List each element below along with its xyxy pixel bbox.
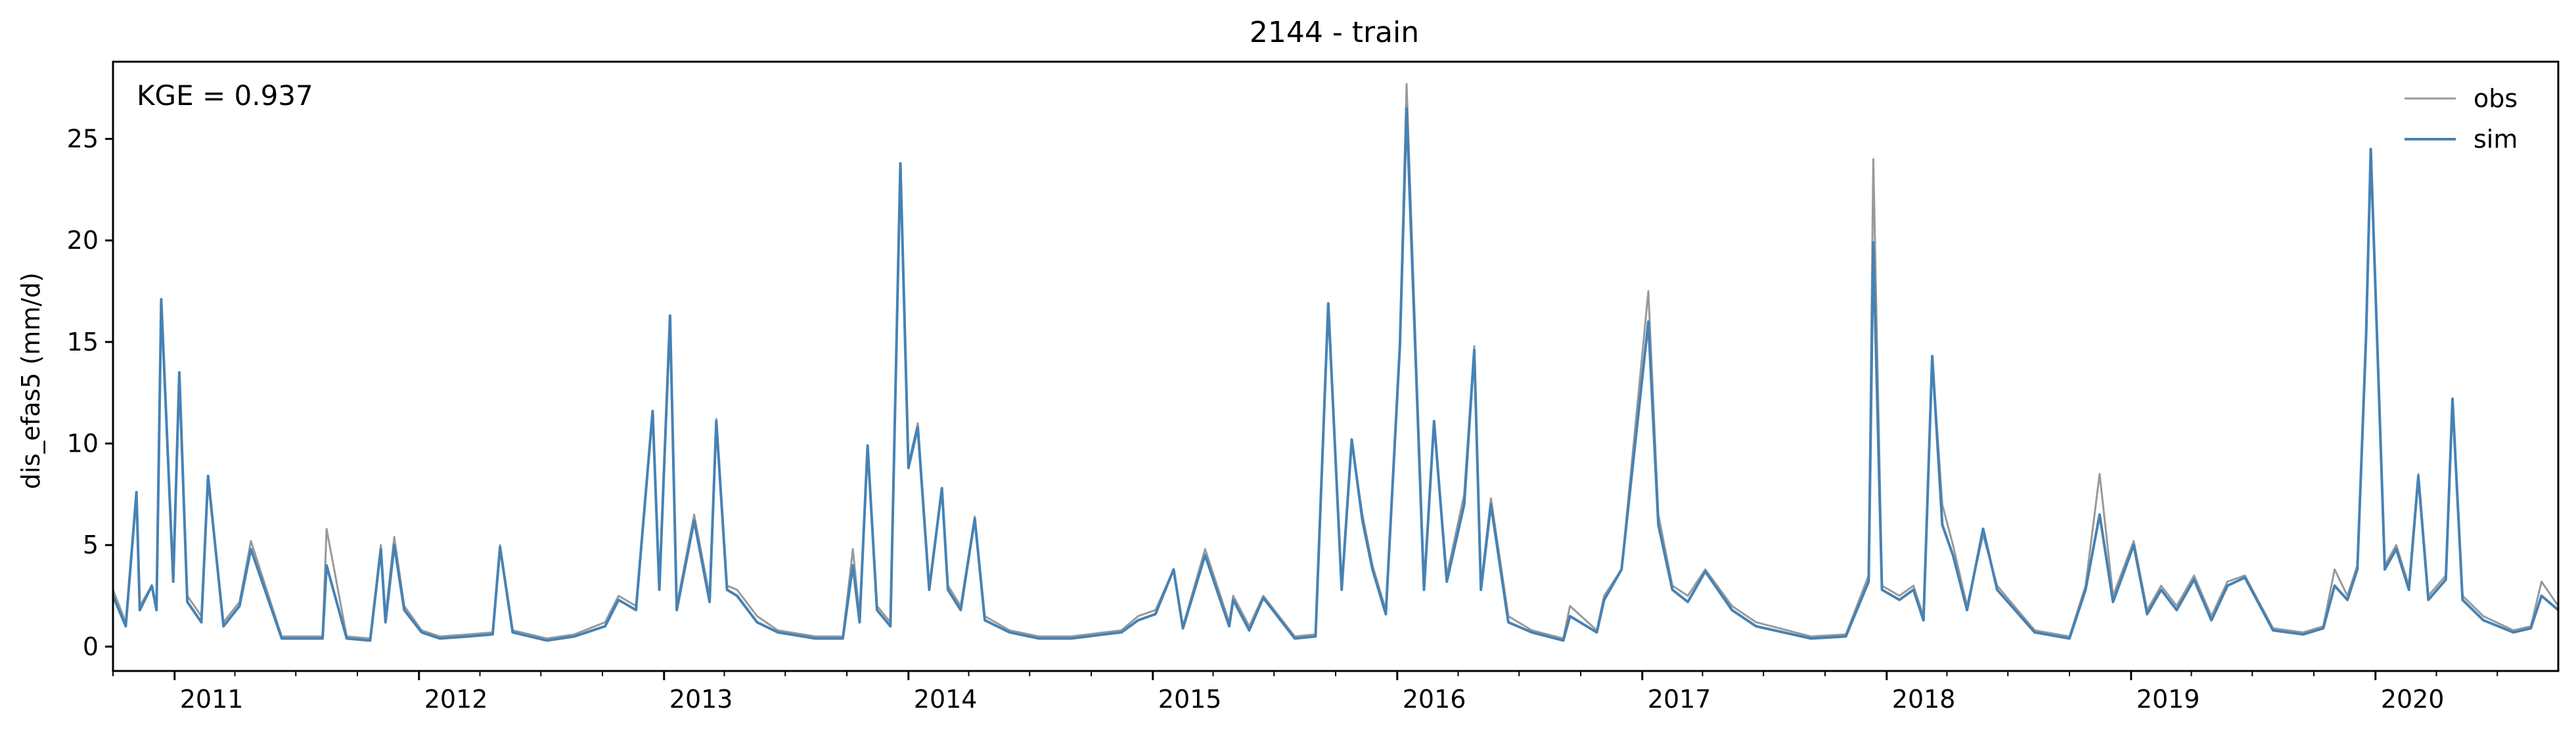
legend-label-obs: obs [2474,84,2518,113]
x-tick-label: 2017 [1648,685,1711,714]
x-tick-label: 2019 [2136,685,2200,714]
legend-label-sim: sim [2474,125,2518,154]
y-tick-label: 20 [67,226,99,255]
y-axis-label: dis_efas5 (mm/d) [16,272,45,489]
kge-annotation: KGE = 0.937 [137,79,313,112]
plot-marks [112,83,2560,642]
x-tick-label: 2011 [180,685,244,714]
x-tick-label: 2015 [1158,685,1222,714]
y-tick-label: 25 [67,125,99,154]
x-axis-ticks: 2011 2012 2013 2014 2015 2016 2017 2018 2019 2020 [112,671,2498,714]
series-line-sim [112,107,2560,642]
y-tick-label: 5 [83,530,99,559]
y-tick-label: 0 [83,632,99,661]
y-tick-label: 15 [67,328,99,356]
series-line-obs [112,83,2560,639]
legend: obs sim [2405,84,2518,154]
x-tick-label: 2016 [1403,685,1466,714]
plot-frame [112,60,2560,672]
chart-title: 2144 - train [1250,16,1419,49]
x-tick-label: 2018 [1892,685,1956,714]
y-tick-label: 10 [67,429,99,458]
x-tick-label: 2020 [2381,685,2445,714]
x-tick-label: 2013 [669,685,733,714]
y-axis-ticks: 0 5 10 15 20 25 [67,125,113,661]
x-tick-label: 2012 [424,685,488,714]
x-tick-label: 2014 [914,685,978,714]
